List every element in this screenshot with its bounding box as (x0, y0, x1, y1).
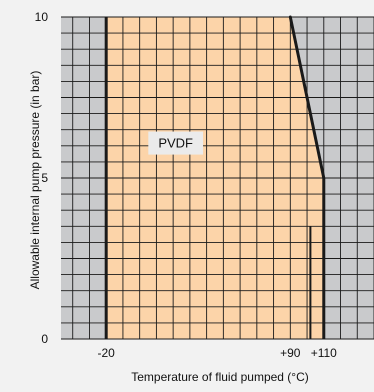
region-label-box (148, 131, 204, 155)
boundary-slope (288, 15, 326, 180)
x-axis-title: Temperature of fluid pumped (°C) (131, 370, 309, 384)
labels-layer: PVDF -20 +90 +110 0 5 10 (35, 10, 338, 360)
boundary-layer (104, 15, 326, 339)
grid-layer (61, 16, 374, 340)
y-tick-label: 10 (35, 10, 49, 24)
region-label: PVDF (158, 136, 193, 151)
y-tick-label: 5 (41, 171, 48, 185)
x-tick-label: +90 (280, 346, 301, 360)
x-tick-label: +110 (311, 346, 337, 360)
x-tick-label: -20 (98, 346, 116, 360)
y-axis-title: Allowable internal pump pressure (in bar… (28, 71, 42, 290)
y-tick-label: 0 (41, 332, 48, 346)
